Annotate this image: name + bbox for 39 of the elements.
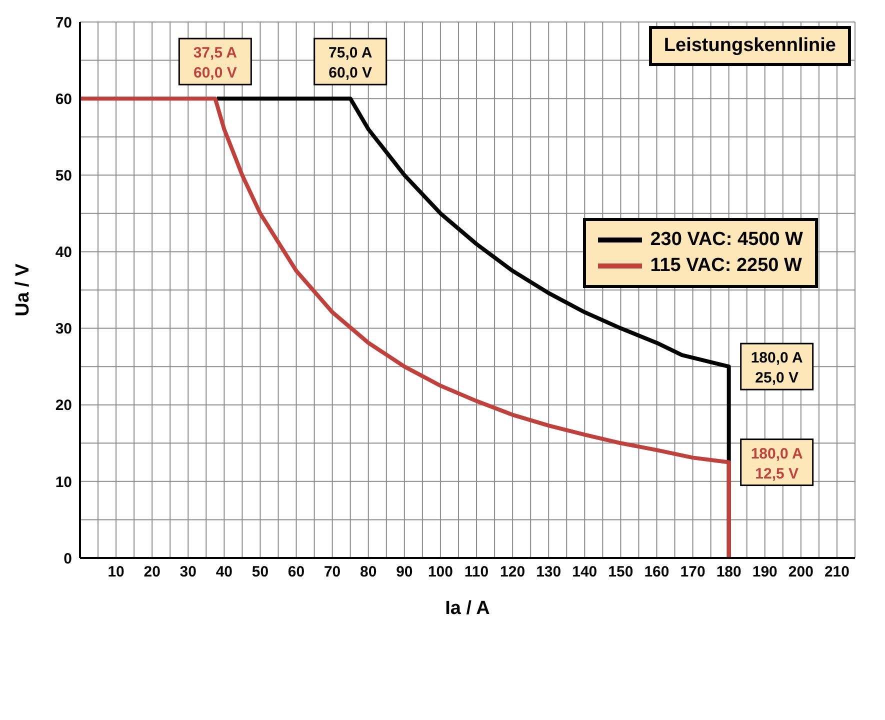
legend-label: 115 VAC: 2250 W	[650, 254, 802, 278]
x-tick-label: 10	[108, 564, 124, 581]
y-tick-label: 0	[64, 550, 72, 568]
y-tick-label: 10	[55, 474, 72, 491]
y-tick-label: 40	[55, 244, 72, 262]
x-tick-label: 80	[360, 564, 377, 581]
x-tick-label: 140	[572, 564, 598, 581]
annotation: 37,5 A 60,0 V	[193, 44, 238, 82]
y-tick-label: 50	[55, 167, 72, 184]
x-tick-label: 160	[644, 564, 670, 581]
legend-label: 230 VAC: 4500 W	[650, 228, 803, 252]
y-tick-label: 70	[55, 14, 72, 32]
x-tick-label: 50	[252, 564, 269, 581]
x-tick-label: 150	[608, 564, 634, 581]
text: Leistungskennlinie	[648, 26, 851, 66]
annotation: 75,0 A 60,0 V	[328, 44, 372, 82]
y-tick-label: 60	[55, 90, 72, 108]
y-axis-title: Ua / V	[12, 263, 34, 316]
x-tick-label: 20	[144, 564, 160, 581]
x-tick-label: 170	[680, 564, 706, 581]
x-tick-label: 210	[824, 564, 850, 581]
x-axis-title: Ia / A	[445, 598, 490, 619]
x-tick-label: 60	[288, 564, 305, 581]
x-tick-label: 110	[464, 564, 489, 581]
x-tick-label: 40	[216, 564, 233, 581]
annotation: 180,0 A 12,5 V	[750, 445, 803, 482]
x-tick-label: 190	[752, 564, 778, 581]
x-tick-label: 120	[500, 564, 526, 581]
x-tick-label: 90	[396, 564, 413, 581]
x-tick-label: 100	[428, 564, 453, 581]
x-tick-label: 200	[788, 564, 814, 581]
x-tick-label: 70	[324, 564, 341, 581]
line-series	[80, 96, 731, 558]
y-tick-label: 30	[55, 320, 72, 338]
x-tick-label: 180	[716, 564, 742, 581]
x-tick-label: 30	[180, 564, 196, 581]
y-tick-label: 20	[55, 397, 72, 414]
annotation: 180,0 A 25,0 V	[750, 350, 803, 387]
x-tick-label: 130	[536, 564, 562, 581]
